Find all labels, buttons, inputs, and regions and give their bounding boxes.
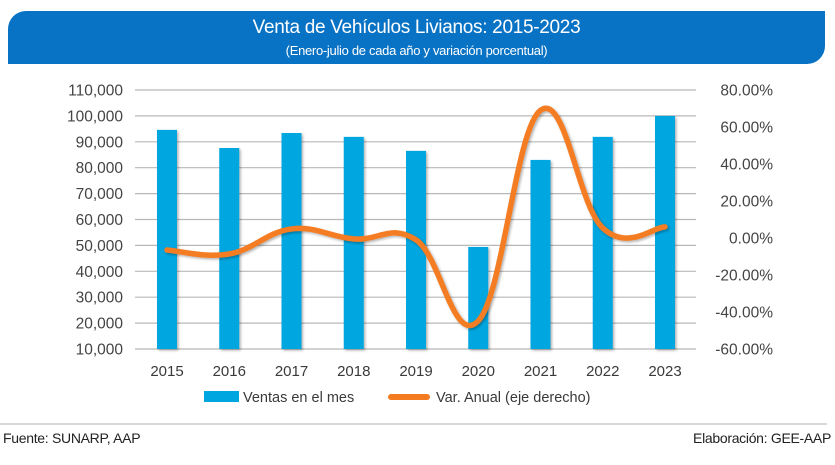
x-tick-label: 2022: [586, 363, 619, 380]
right-tick-label: -60.00%: [715, 342, 773, 359]
left-axis-ticks: 10,000 20,000 30,000 40,000 50,000 60,000 70,0…: [67, 83, 123, 359]
left-tick-label: 50,000: [76, 238, 124, 255]
bar-2016: [219, 148, 240, 349]
title-banner: Venta de Vehículos Livianos: 2015-2023 (…: [8, 11, 825, 64]
line-series: [164, 105, 668, 329]
x-tick-label: 2020: [462, 363, 495, 380]
x-tick-label: 2021: [524, 363, 557, 380]
bar-2018: [343, 136, 364, 349]
credit-note: Elaboración: GEE-AAP: [693, 430, 831, 446]
x-tick-label: 2018: [337, 363, 370, 380]
right-tick-label: 60.00%: [720, 120, 773, 137]
legend-bar-label: Ventas en el mes: [243, 390, 354, 406]
bar-2023: [655, 115, 675, 350]
x-tick-label: 2016: [213, 363, 246, 380]
legend-bar-swatch: [204, 391, 239, 402]
right-tick-label: 40.00%: [720, 157, 773, 174]
right-tick-label: 80.00%: [720, 83, 773, 100]
legend: Ventas en el mes Var. Anual (eje derecho…: [204, 390, 591, 406]
chart-area: 10,000 20,000 30,000 40,000 50,000 60,000 70,0…: [67, 83, 773, 407]
right-tick-label: -20.00%: [715, 268, 773, 285]
right-axis-ticks: -60.00% -40.00% -20.00% 0.00% 20.00% 40.00% 60…: [715, 83, 773, 359]
legend-line-label: Var. Anual (eje derecho): [436, 390, 591, 406]
footer-divider: [0, 423, 827, 425]
left-tick-label: 20,000: [76, 316, 124, 333]
right-tick-label: 20.00%: [720, 194, 773, 211]
left-tick-label: 80,000: [76, 160, 124, 177]
right-tick-label: -40.00%: [715, 305, 773, 322]
left-tick-label: 40,000: [76, 264, 124, 281]
left-tick-label: 100,000: [67, 108, 123, 125]
source-note: Fuente: SUNARP, AAP: [3, 430, 141, 446]
right-tick-label: 0.00%: [729, 231, 773, 248]
bar-2021: [530, 159, 551, 349]
bar-2015: [157, 129, 177, 349]
x-tick-label: 2023: [648, 363, 681, 380]
left-tick-label: 90,000: [76, 134, 124, 151]
bar-2017: [281, 132, 302, 349]
left-tick-label: 110,000: [68, 83, 123, 100]
x-axis-ticks: 2015 2016 2017 2018 2019 2020 2021 2022 2023: [150, 363, 681, 380]
left-tick-label: 30,000: [76, 290, 124, 307]
x-tick-label: 2019: [399, 363, 432, 380]
x-tick-label: 2017: [275, 363, 308, 380]
chart-subtitle: (Enero-julio de cada año y variación por…: [285, 43, 548, 58]
x-tick-label: 2015: [150, 363, 183, 380]
bar-2019: [406, 150, 426, 349]
bar-2020: [468, 246, 489, 349]
var-anual-line: [164, 105, 668, 329]
left-tick-label: 70,000: [76, 186, 124, 203]
left-tick-label: 10,000: [76, 342, 124, 359]
bar-2022: [592, 136, 613, 349]
chart-title: Venta de Vehículos Livianos: 2015-2023: [252, 17, 581, 38]
left-tick-label: 60,000: [76, 212, 124, 229]
bar-series: [157, 115, 675, 350]
